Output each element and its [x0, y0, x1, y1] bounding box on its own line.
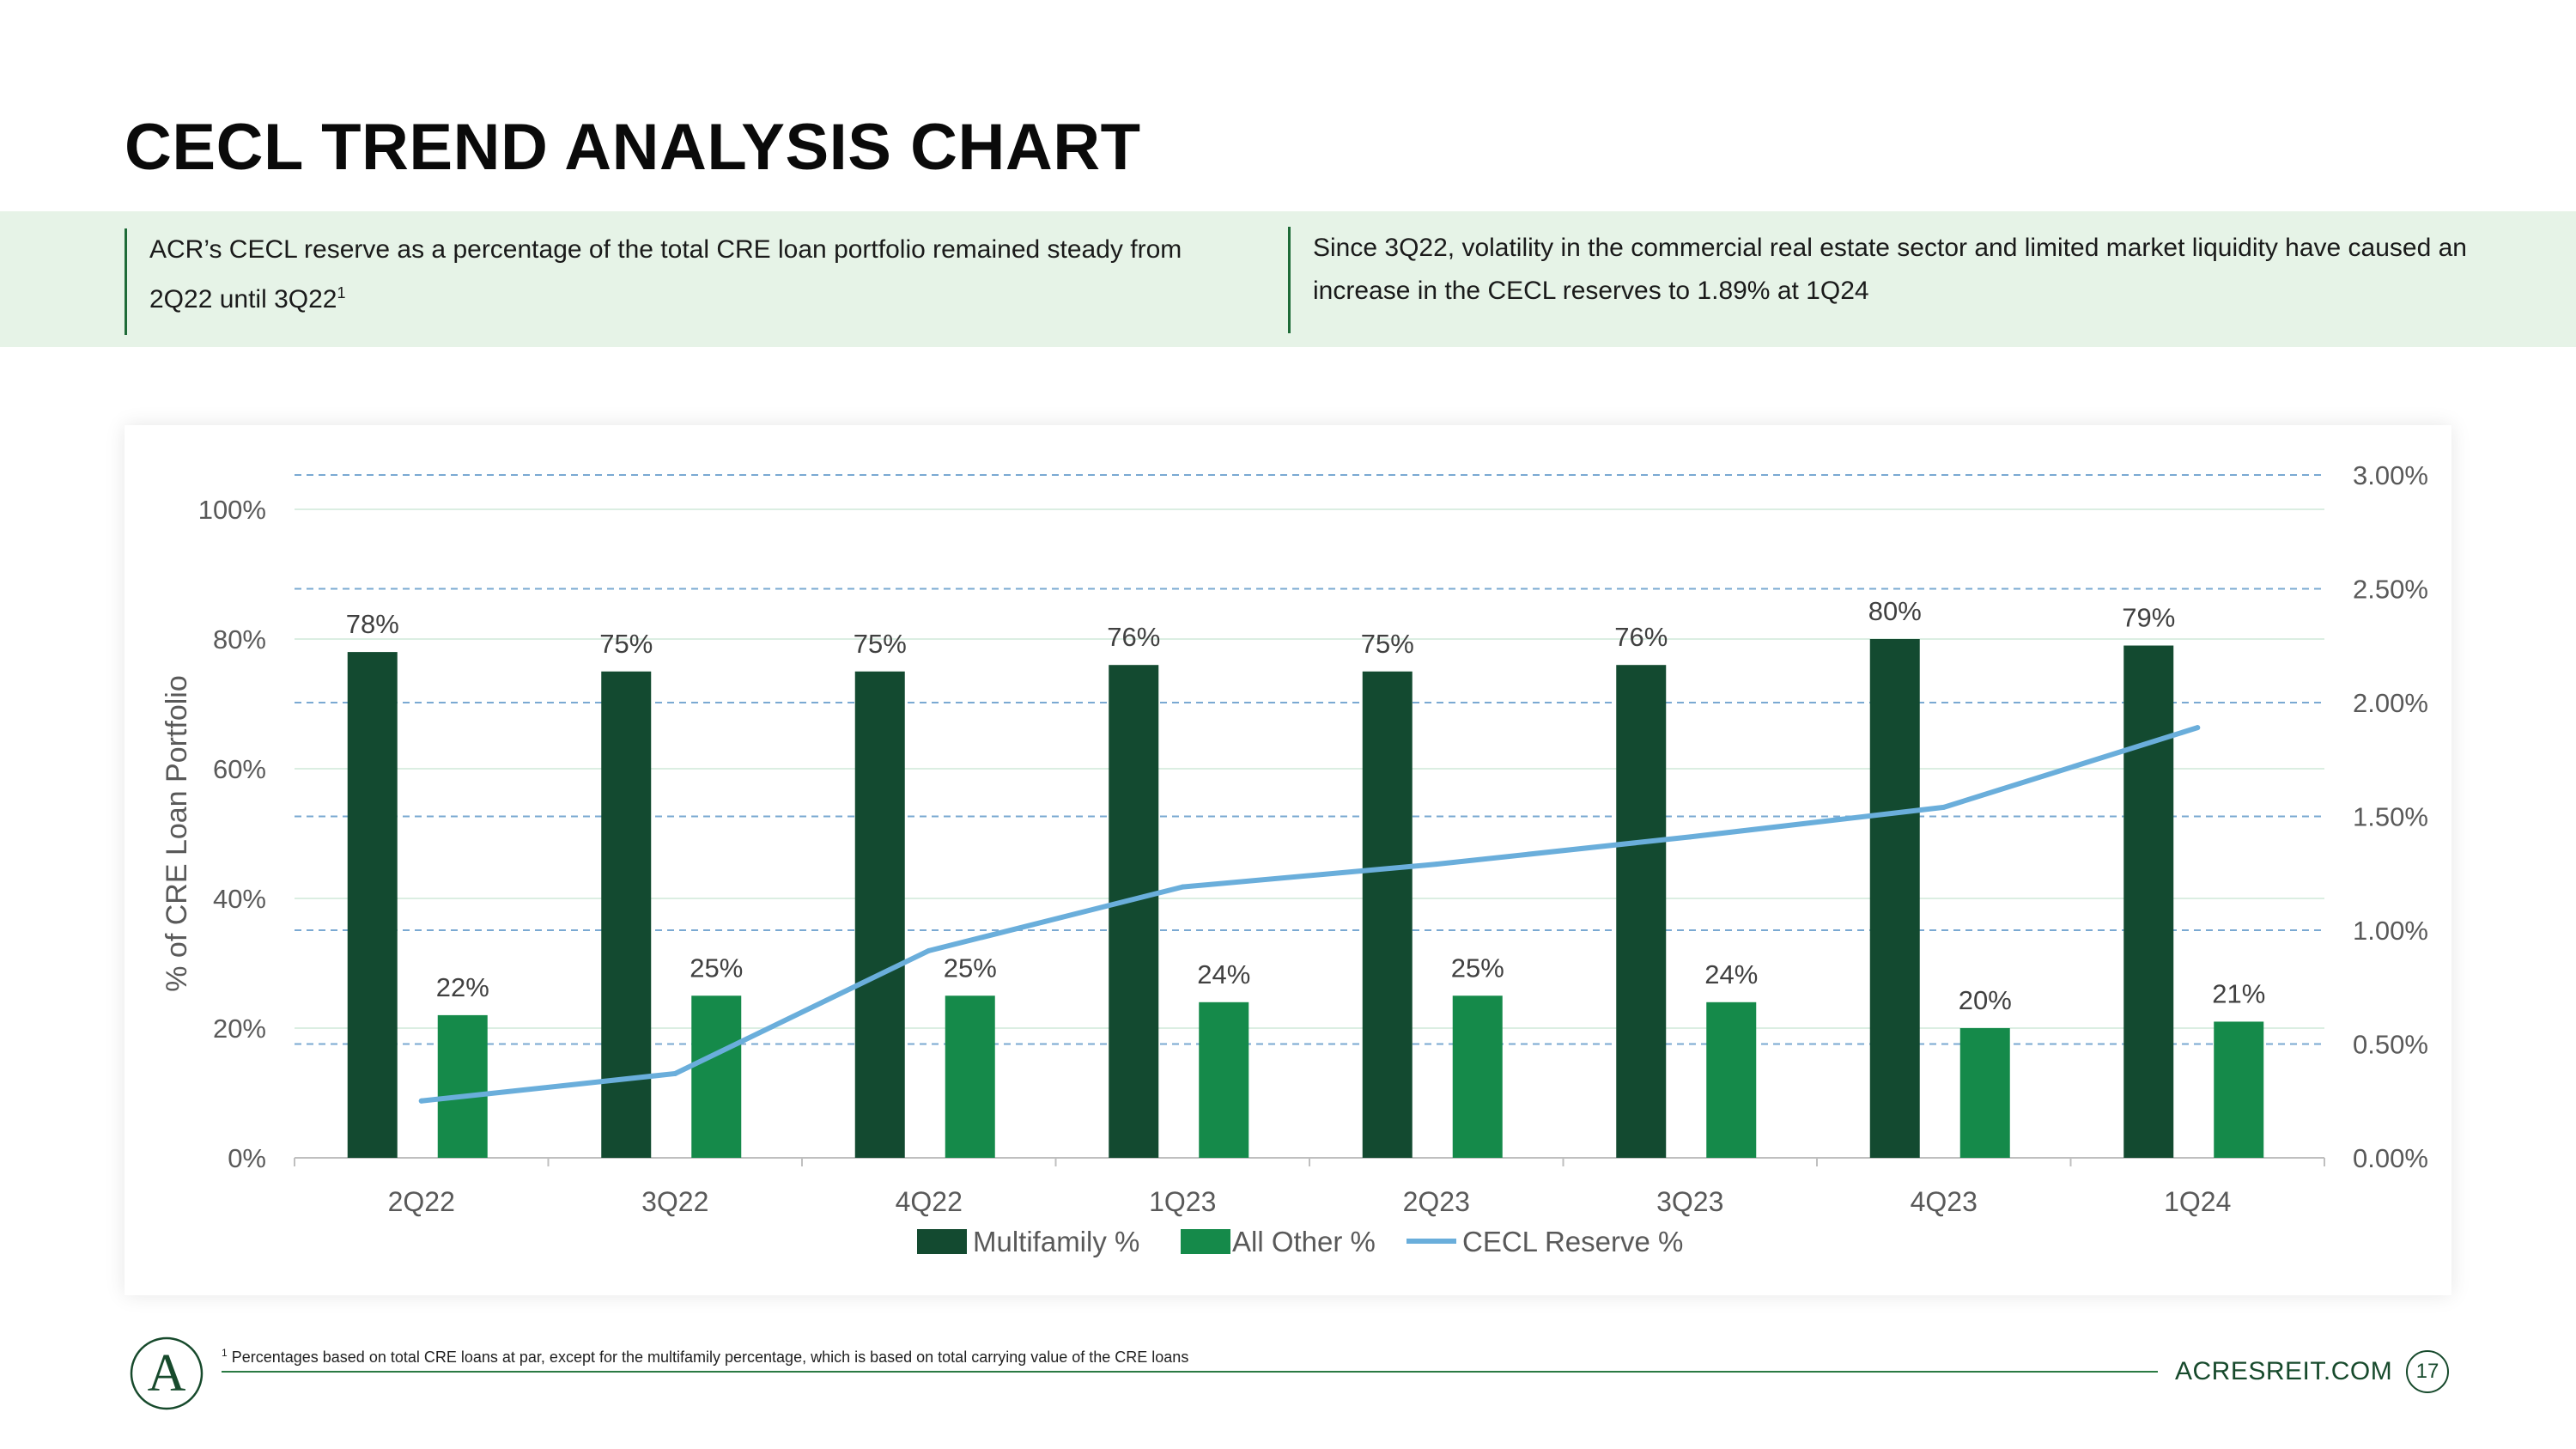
y2-tick-label: 3.00%: [2353, 460, 2428, 490]
x-tick-label: 2Q22: [388, 1186, 455, 1217]
data-label-all-other: 20%: [1959, 985, 2012, 1015]
y-tick-label: 60%: [213, 754, 266, 784]
data-label-all-other: 25%: [1451, 953, 1504, 983]
bar-all-other: [1452, 995, 1503, 1158]
acres-logo: A: [130, 1336, 204, 1410]
data-label-all-other: 21%: [2212, 978, 2265, 1008]
bar-all-other: [437, 1014, 488, 1158]
bar-multifamily: [601, 671, 652, 1158]
page-number: 17: [2406, 1350, 2449, 1393]
y2-tick-label: 1.50%: [2353, 802, 2428, 832]
line-cecl-reserve: [418, 725, 2201, 1104]
y2-tick-label: 2.50%: [2353, 575, 2428, 605]
logo-letter: A: [148, 1344, 186, 1403]
x-tick-label: 3Q22: [641, 1186, 708, 1217]
data-label-multifamily: 80%: [1868, 596, 1922, 626]
point-cecl-reserve: [1687, 834, 1693, 840]
summary-left-text: ACR’s CECL reserve as a percentage of th…: [149, 235, 1182, 314]
footnote: 1 Percentages based on total CRE loans a…: [222, 1347, 1188, 1367]
x-tick-label: 3Q23: [1656, 1186, 1723, 1217]
summary-right: Since 3Q22, volatility in the commercial…: [1288, 227, 2473, 333]
legend-label-all-other: All Other %: [1232, 1226, 1376, 1257]
legend-swatch-multifamily: [917, 1229, 967, 1254]
bar-multifamily: [1362, 671, 1413, 1158]
bar-multifamily: [347, 652, 398, 1158]
point-cecl-reserve: [1180, 884, 1186, 890]
data-label-multifamily: 75%: [1361, 629, 1414, 659]
footnote-text: Percentages based on total CRE loans at …: [231, 1349, 1189, 1366]
bar-all-other: [1706, 1002, 1757, 1158]
x-tick-label: 2Q23: [1403, 1186, 1470, 1217]
data-label-multifamily: 78%: [346, 609, 399, 639]
legend-label-cecl: CECL Reserve %: [1462, 1226, 1683, 1257]
bar-all-other: [691, 995, 742, 1158]
y-tick-label: 0%: [228, 1143, 266, 1173]
data-label-multifamily: 75%: [599, 629, 653, 659]
point-cecl-reserve: [2195, 725, 2201, 731]
summary-band: ACR’s CECL reserve as a percentage of th…: [0, 211, 2576, 347]
y-tick-label: 20%: [213, 1014, 266, 1044]
data-label-all-other: 24%: [1704, 959, 1758, 989]
cecl-trend-chart: 0% 20% 40% 60% 80% 100% 0.00% 0.50% 1.00% 1.50% 2.…: [161, 460, 2428, 1257]
point-cecl-reserve: [1433, 861, 1439, 868]
point-cecl-reserve: [672, 1070, 678, 1076]
y2-tick-label: 1.00%: [2353, 916, 2428, 946]
site-link[interactable]: ACRESREIT.COM: [2175, 1357, 2393, 1385]
point-cecl-reserve: [418, 1098, 424, 1104]
data-label-multifamily: 79%: [2122, 603, 2175, 633]
summary-left: ACR’s CECL reserve as a percentage of th…: [125, 228, 1232, 335]
legend-label-multifamily: Multifamily %: [973, 1226, 1139, 1257]
bar-all-other: [2214, 1021, 2264, 1158]
bar-multifamily: [1616, 665, 1667, 1158]
y-tick-label: 40%: [213, 884, 266, 914]
y2-tick-label: 0.00%: [2353, 1143, 2428, 1173]
data-label-all-other: 25%: [944, 953, 997, 983]
data-label-all-other: 25%: [690, 953, 743, 983]
point-cecl-reserve: [1941, 804, 1947, 810]
bar-all-other: [1959, 1028, 2010, 1158]
page-title: CECL TREND ANALYSIS CHART: [125, 111, 1141, 184]
footnote-marker: 1: [337, 284, 346, 301]
y2-tick-label: 2.00%: [2353, 688, 2428, 718]
bar-multifamily: [1869, 639, 1920, 1158]
y-tick-label: 100%: [198, 495, 266, 525]
bar-all-other: [945, 995, 995, 1158]
bar-multifamily: [1109, 665, 1159, 1158]
bar-all-other: [1199, 1002, 1249, 1158]
x-tick-label: 4Q23: [1911, 1186, 1978, 1217]
logo-ring: [130, 1336, 204, 1410]
x-tick-label: 1Q23: [1149, 1186, 1216, 1217]
data-label-multifamily: 76%: [1614, 622, 1668, 652]
y-tick-label: 80%: [213, 624, 266, 654]
x-tick-label: 4Q22: [896, 1186, 963, 1217]
data-label-multifamily: 75%: [854, 629, 907, 659]
y-axis-title: % of CRE Loan Portfolio: [161, 675, 193, 992]
chart-card: 0% 20% 40% 60% 80% 100% 0.00% 0.50% 1.00% 1.50% 2.…: [125, 425, 2451, 1295]
legend-swatch-all-other: [1181, 1229, 1230, 1254]
bar-multifamily: [2123, 645, 2174, 1158]
x-tick-label: 1Q24: [2164, 1186, 2231, 1217]
summary-right-text: Since 3Q22, volatility in the commercial…: [1313, 234, 2467, 305]
data-label-multifamily: 76%: [1107, 622, 1160, 652]
data-label-all-other: 22%: [436, 972, 489, 1002]
data-label-all-other: 24%: [1197, 959, 1250, 989]
y2-tick-label: 0.50%: [2353, 1030, 2428, 1060]
footnote-number: 1: [222, 1347, 228, 1359]
point-cecl-reserve: [926, 947, 932, 953]
bar-multifamily: [854, 671, 905, 1158]
footer-divider: [222, 1371, 2158, 1373]
